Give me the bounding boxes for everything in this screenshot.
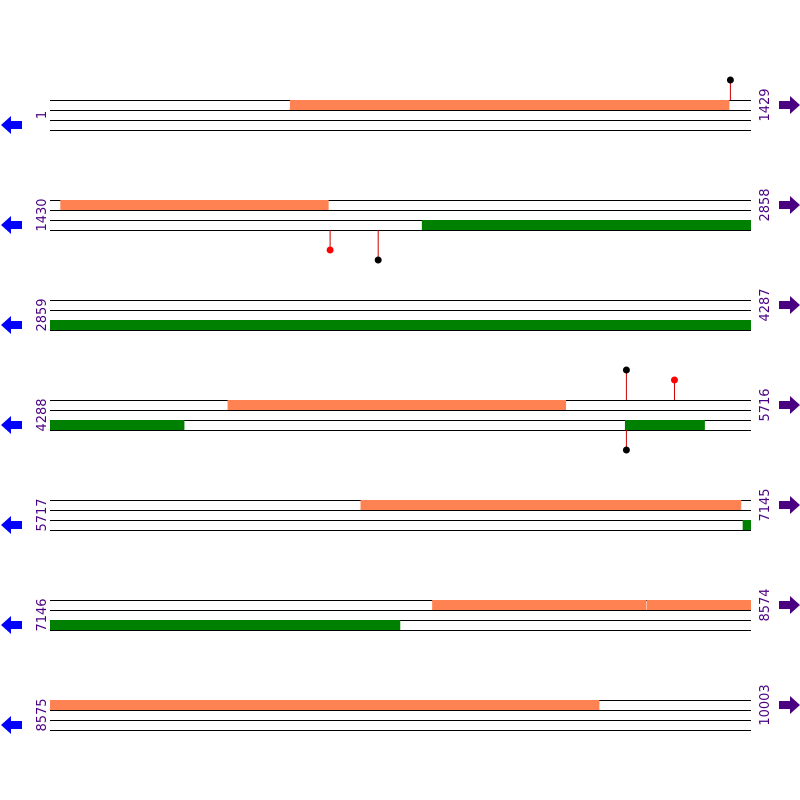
row-end-label: 2858: [758, 188, 773, 221]
forward-feature-bar[interactable]: [647, 600, 751, 610]
row-end-label: 8574: [758, 588, 773, 621]
arrow-left-icon[interactable]: [1, 316, 22, 334]
arrow-right-icon[interactable]: [779, 596, 800, 614]
arrow-right-icon[interactable]: [779, 196, 800, 214]
row-start-label: 1430: [35, 198, 50, 231]
forward-feature-bar[interactable]: [289, 100, 730, 110]
row-end-label: 5716: [758, 388, 773, 421]
arrow-left-icon[interactable]: [1, 116, 22, 134]
site-marker[interactable]: [374, 256, 382, 264]
row-start-label: 8575: [35, 698, 50, 731]
forward-feature-bar[interactable]: [432, 600, 647, 610]
reverse-feature-bar[interactable]: [50, 420, 185, 430]
arrow-right-icon[interactable]: [779, 96, 800, 114]
arrow-left-icon[interactable]: [1, 516, 22, 534]
row-start-label: 5717: [35, 498, 50, 531]
arrow-right-icon[interactable]: [779, 696, 800, 714]
row-end-label: 1429: [758, 88, 773, 121]
site-marker[interactable]: [670, 376, 678, 384]
reverse-feature-bar[interactable]: [624, 420, 705, 430]
forward-feature-bar[interactable]: [50, 700, 600, 710]
arrow-right-icon[interactable]: [779, 296, 800, 314]
row-end-label: 10003: [758, 684, 773, 725]
reverse-feature-bar[interactable]: [421, 220, 751, 230]
row-start-label: 2859: [35, 298, 50, 331]
arrow-left-icon[interactable]: [1, 416, 22, 434]
arrow-left-icon[interactable]: [1, 716, 22, 734]
reverse-feature-bar[interactable]: [742, 520, 751, 530]
arrow-left-icon[interactable]: [1, 216, 22, 234]
site-marker[interactable]: [726, 76, 734, 84]
site-marker[interactable]: [326, 246, 334, 254]
arrow-right-icon[interactable]: [779, 396, 800, 414]
forward-feature-bar[interactable]: [360, 500, 742, 510]
row-start-label: 4288: [35, 398, 50, 431]
row-end-label: 7145: [758, 488, 773, 521]
arrow-left-icon[interactable]: [1, 616, 22, 634]
forward-feature-bar[interactable]: [60, 200, 329, 210]
reverse-feature-bar[interactable]: [50, 620, 401, 630]
row-end-label: 4287: [758, 288, 773, 321]
row-start-label: 7146: [35, 598, 50, 631]
site-marker[interactable]: [622, 366, 630, 374]
reverse-feature-bar[interactable]: [50, 320, 751, 330]
arrow-right-icon[interactable]: [779, 496, 800, 514]
forward-feature-bar[interactable]: [227, 400, 567, 410]
row-start-label: 1: [35, 111, 50, 119]
site-marker[interactable]: [622, 446, 630, 454]
